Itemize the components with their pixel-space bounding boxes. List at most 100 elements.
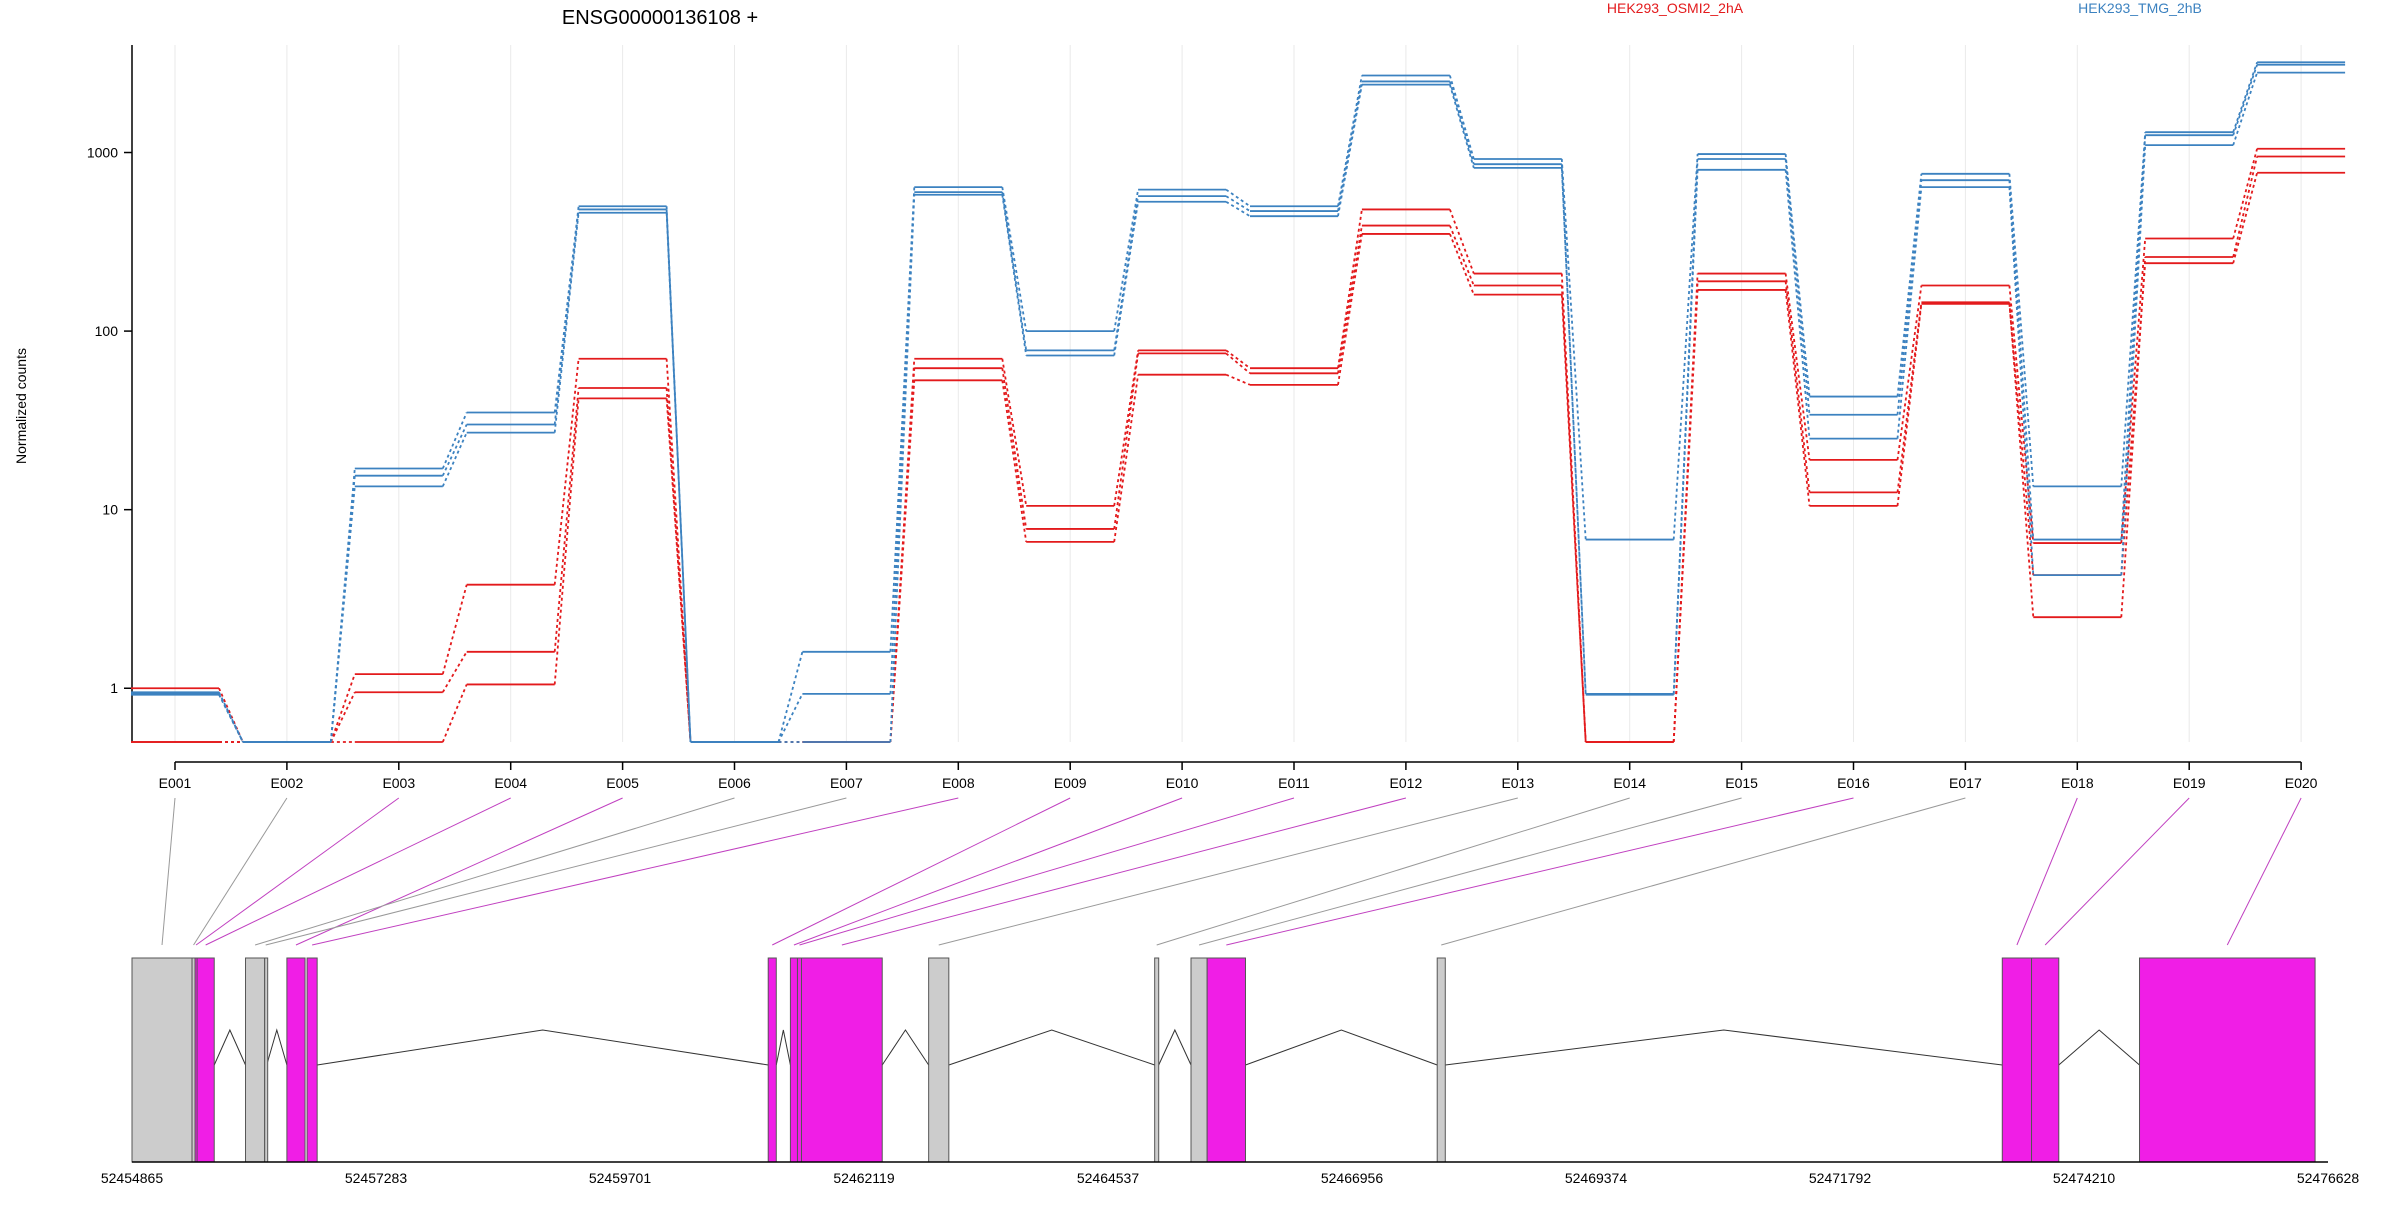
series-1-link-11 (1337, 209, 1363, 369)
y-tick-label-10: 10 (102, 502, 118, 518)
series-3-link-7 (889, 380, 916, 743)
intron-10 (2058, 1029, 2140, 1066)
connector-e008 (312, 797, 959, 946)
chart-title: ENSG00000136108 + (562, 7, 758, 29)
series-4-link-6 (777, 651, 804, 743)
x-tick-label-e014: E014 (1613, 775, 1646, 791)
series-1-link-3 (441, 584, 468, 675)
series-6-link-10 (1225, 200, 1251, 217)
series-4 (131, 61, 2346, 743)
series-3-link-10 (1225, 373, 1251, 386)
series-1-link-10 (1225, 349, 1251, 369)
series-1-link-4 (553, 358, 580, 585)
series-1-link-2 (330, 673, 356, 743)
intron-4 (775, 1029, 791, 1066)
series-3-link-15 (1784, 289, 1811, 506)
exon-block-e016 (1206, 957, 1246, 1163)
genome-tick-label-2: 52457283 (345, 1170, 408, 1186)
series-5-link-10 (1225, 195, 1251, 212)
series-6-link-2 (330, 486, 356, 743)
series-6 (131, 71, 2346, 743)
x-tick-label-e015: E015 (1725, 775, 1758, 791)
series-5-link-17 (2008, 180, 2035, 540)
series-6-link-9 (1113, 201, 1139, 356)
series-6-link-8 (1001, 194, 1028, 356)
series-4-link-16 (1896, 173, 1923, 397)
gene-model: 52454865 52457283 52459701 52462119 52464537… (101, 957, 2360, 1186)
series-6-link-17 (2008, 187, 2035, 576)
y-tick-label-1: 1 (110, 680, 118, 696)
exon-block-e020 (2139, 957, 2316, 1163)
series-5-link-13 (1560, 164, 1587, 694)
series-5-link-15 (1784, 158, 1811, 415)
x-tick-label-e010: E010 (1166, 775, 1199, 791)
exon-block-e013 (928, 957, 950, 1163)
intron-9 (1445, 1029, 2003, 1066)
connector-e003 (195, 797, 400, 946)
x-tick-label-e003: E003 (382, 775, 415, 791)
intron-6 (948, 1029, 1155, 1066)
genome-tick-label-6: 52466956 (1321, 1170, 1384, 1186)
x-tick-label-e018: E018 (2061, 775, 2094, 791)
exon-block-e006 (245, 957, 266, 1163)
series-4-link-3 (441, 412, 468, 469)
series-6-link-7 (889, 194, 916, 743)
y-tick-label-1000: 1000 (87, 145, 118, 161)
connector-e006 (254, 797, 735, 946)
genome-tick-label-3: 52459701 (589, 1170, 652, 1186)
series-1-link-8 (1001, 358, 1028, 507)
series-4-link-11 (1337, 75, 1363, 207)
series-5-link-9 (1113, 195, 1139, 351)
exon-block-e010 (789, 957, 798, 1163)
connector-e020 (2226, 797, 2302, 946)
series-2-link-16 (1896, 302, 1923, 493)
series-3-link-19 (2232, 172, 2258, 264)
series-2-link-11 (1337, 225, 1363, 374)
exon-block-e011 (796, 957, 803, 1163)
series-1-link-18 (2120, 238, 2147, 544)
x-tick-label-e012: E012 (1390, 775, 1423, 791)
series-3-link-8 (1001, 380, 1028, 543)
exon-block-e019 (2031, 957, 2060, 1163)
series-2-link-17 (2008, 302, 2035, 618)
intron-7 (1158, 1028, 1192, 1066)
series-6-link-3 (441, 432, 468, 487)
x-tick-label-e013: E013 (1501, 775, 1534, 791)
genome-tick-label-10: 52476628 (2297, 1170, 2360, 1186)
intron-5 (881, 1029, 930, 1066)
y-tick-label-100: 100 (95, 323, 119, 339)
genome-tick-label-8: 52471792 (1809, 1170, 1872, 1186)
x-tick-label-e001: E001 (159, 775, 192, 791)
x-tick-label-e006: E006 (718, 775, 751, 791)
connector-e015 (1198, 797, 1742, 946)
genome-tick-label-1: 52454865 (101, 1170, 164, 1186)
connector-e002 (193, 797, 288, 946)
x-tick-label-e002: E002 (271, 775, 304, 791)
series-6-link-13 (1560, 167, 1587, 695)
genome-tick-label-5: 52464537 (1077, 1170, 1140, 1186)
series-5 (131, 63, 2346, 743)
grid-lines (174, 45, 2302, 742)
exon-block-e018 (2001, 957, 2033, 1163)
exon-block-e004 (196, 957, 215, 1163)
x-tick-label-e017: E017 (1949, 775, 1982, 791)
series-5-link-3 (441, 424, 468, 477)
genome-tick-label-4: 52462119 (833, 1170, 894, 1186)
connector-e017 (1441, 797, 1966, 946)
connector-e014 (1156, 797, 1630, 946)
exon-block-e015 (1190, 957, 1208, 1163)
series-2-link-5 (665, 387, 692, 743)
y-axis-label: Normalized counts (13, 348, 29, 464)
series-2-link-15 (1784, 281, 1811, 493)
x-tick-label-e005: E005 (606, 775, 639, 791)
series-5-link-14 (1672, 158, 1699, 694)
series-3-link-4 (553, 398, 580, 685)
x-tick-label-e009: E009 (1054, 775, 1087, 791)
series-6-link-18 (2120, 145, 2147, 576)
connector-e004 (205, 797, 511, 946)
series-4-link-17 (2008, 173, 2035, 487)
series-6-link-5 (665, 212, 692, 743)
series-6-link-15 (1784, 169, 1811, 439)
series-4-link-9 (1113, 189, 1139, 332)
